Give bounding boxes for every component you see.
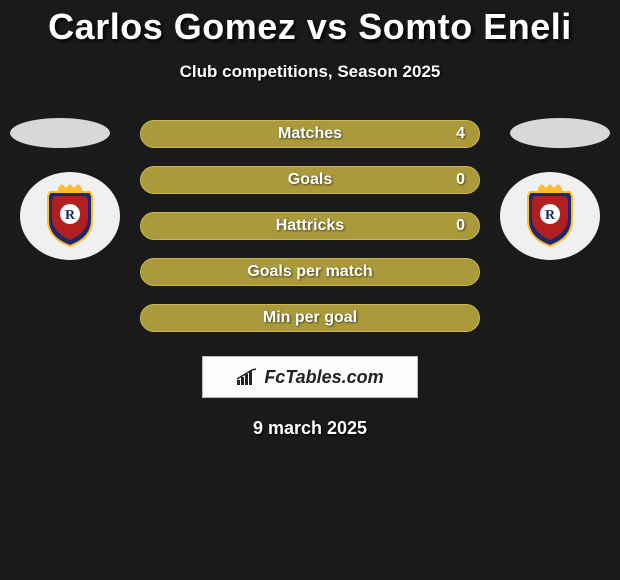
stat-label: Goals	[288, 171, 332, 189]
shield-icon: R	[520, 184, 580, 248]
player-right-placeholder	[510, 118, 610, 148]
stat-row-goals: Goals 0	[140, 166, 480, 194]
comparison-card: Carlos Gomez vs Somto Eneli Club competi…	[0, 0, 620, 439]
brand-text: FcTables.com	[264, 367, 383, 388]
stat-label: Matches	[278, 125, 342, 143]
page-subtitle: Club competitions, Season 2025	[0, 62, 620, 82]
player-left-placeholder	[10, 118, 110, 148]
page-title: Carlos Gomez vs Somto Eneli	[0, 6, 620, 48]
svg-text:R: R	[545, 208, 556, 223]
stat-label: Goals per match	[247, 263, 372, 281]
svg-text:R: R	[65, 208, 76, 223]
team-crest-left: R	[20, 172, 120, 260]
stat-right-value: 0	[456, 217, 465, 235]
brand-badge: FcTables.com	[202, 356, 418, 398]
stat-row-matches: Matches 4	[140, 120, 480, 148]
stat-right-value: 4	[456, 125, 465, 143]
team-crest-right: R	[500, 172, 600, 260]
bar-chart-icon	[236, 368, 258, 386]
content-area: R R Matches 4 Goals 0	[0, 118, 620, 439]
stat-right-value: 0	[456, 171, 465, 189]
stat-row-min-per-goal: Min per goal	[140, 304, 480, 332]
stat-label: Min per goal	[263, 309, 357, 327]
stat-row-hattricks: Hattricks 0	[140, 212, 480, 240]
shield-icon: R	[40, 184, 100, 248]
stats-rows: Matches 4 Goals 0 Hattricks 0 Goals per …	[140, 118, 480, 332]
stat-label: Hattricks	[276, 217, 344, 235]
date-label: 9 march 2025	[0, 418, 620, 439]
stat-row-goals-per-match: Goals per match	[140, 258, 480, 286]
